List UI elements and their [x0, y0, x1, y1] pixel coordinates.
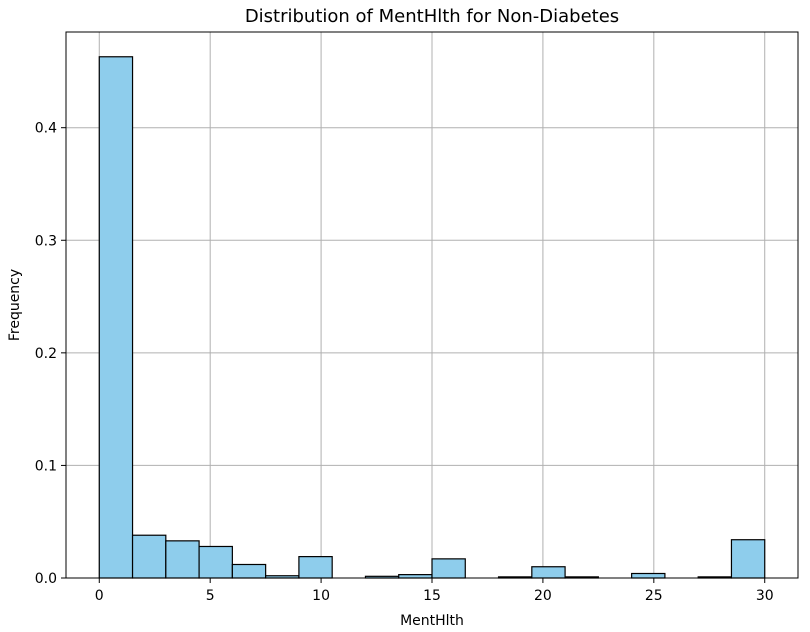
chart-title: Distribution of MentHlth for Non-Diabete… [245, 6, 619, 27]
y-axis-label: Frequency [7, 269, 23, 341]
histogram-bar [431, 558, 466, 579]
histogram-bar [730, 539, 766, 579]
x-tick-label: 20 [534, 588, 552, 604]
ticks-layer: 0 5 10 15 20 25 30 0.0 0.1 0.2 0.3 0.4 [35, 121, 774, 604]
y-tick-label: 0.3 [35, 233, 57, 249]
y-tick-label: 0.4 [35, 121, 57, 137]
histogram-bar [165, 540, 200, 579]
x-tick-label: 10 [312, 588, 330, 604]
x-tick-label: 0 [95, 588, 104, 604]
histogram-bar [531, 566, 566, 579]
x-tick-label: 15 [423, 588, 441, 604]
bars-layer [98, 56, 766, 579]
histogram-bar [398, 574, 433, 579]
y-tick-label: 0.0 [35, 571, 57, 587]
histogram-bar [198, 545, 233, 579]
y-tick-label: 0.1 [35, 458, 57, 474]
x-axis-label: MentHlth [400, 613, 464, 629]
y-tick-label: 0.2 [35, 346, 57, 362]
histogram-bar [631, 572, 666, 579]
histogram-bar [131, 534, 167, 579]
x-tick-label: 25 [645, 588, 663, 604]
x-tick-label: 30 [756, 588, 774, 604]
histogram-bar [98, 56, 134, 579]
x-tick-label: 5 [206, 588, 215, 604]
histogram-bar [231, 563, 267, 579]
histogram-bar [298, 556, 333, 579]
